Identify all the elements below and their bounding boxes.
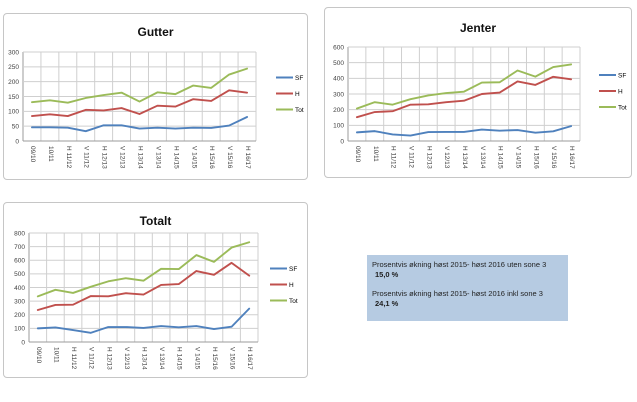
x-tick-label: 09/10 bbox=[35, 347, 42, 364]
chart-canvas: 0 100 200 300 400 500 600 700 800 09/10 10/11 H 11/… bbox=[14, 230, 298, 370]
series-line-h bbox=[36, 261, 251, 311]
legend-label-h: H bbox=[618, 89, 623, 96]
x-tick-label: H 15/16 bbox=[211, 347, 218, 370]
series-line-h bbox=[31, 89, 248, 118]
legend-label-tot: Tot bbox=[618, 105, 627, 112]
x-tick-label: 10/11 bbox=[372, 146, 379, 162]
series-line-sf bbox=[355, 125, 573, 137]
chart-jenter[interactable]: Jenter 0 100 200 300 400 500 600 09/10 10/11 H 11… bbox=[324, 7, 632, 178]
x-tick-label: V 12/13 bbox=[443, 146, 450, 169]
legend-label-tot: Tot bbox=[295, 107, 304, 114]
chart-canvas: 0 50 100 150 200 250 300 09/10 10/11 H 11/12 V 11/… bbox=[8, 49, 304, 169]
note-line-2: Prosentvis økning høst 2015- høst 2016 i… bbox=[372, 289, 543, 299]
x-tick-label: V 12/13 bbox=[119, 146, 126, 169]
x-tick-label: H 14/15 bbox=[176, 347, 183, 370]
x-tick-label: 09/10 bbox=[29, 146, 36, 163]
y-tick-label: 600 bbox=[14, 258, 25, 265]
y-tick-label: 0 bbox=[21, 339, 25, 346]
x-tick-label: H 13/14 bbox=[137, 146, 144, 169]
note-value-2: 24,1 % bbox=[375, 299, 399, 309]
y-tick-label: 150 bbox=[8, 94, 19, 101]
x-tick-label: V 14/15 bbox=[515, 146, 522, 169]
note-value-1: 15,0 % bbox=[375, 270, 399, 280]
legend-label-h: H bbox=[289, 282, 294, 289]
x-tick-label: H 13/14 bbox=[461, 146, 468, 169]
x-tick-label: 09/10 bbox=[354, 146, 361, 163]
x-tick-label: H 16/17 bbox=[244, 146, 251, 169]
legend-label-h: H bbox=[295, 91, 300, 98]
x-tick-label: H 15/16 bbox=[532, 146, 539, 169]
y-tick-label: 0 bbox=[340, 138, 344, 145]
x-tick-label: H 14/15 bbox=[497, 146, 504, 169]
x-tick-label: V 14/15 bbox=[190, 146, 197, 169]
y-tick-label: 200 bbox=[333, 107, 344, 114]
x-tick-label: 10/11 bbox=[52, 347, 59, 363]
x-tick-label: H 14/15 bbox=[172, 146, 179, 169]
series-line-tot bbox=[355, 63, 573, 110]
x-tick-label: H 16/17 bbox=[568, 146, 575, 169]
x-tick-label: V 13/14 bbox=[158, 347, 165, 370]
y-tick-label: 800 bbox=[14, 230, 25, 237]
x-tick-label: V 15/16 bbox=[550, 146, 557, 169]
legend-label-sf: SF bbox=[618, 73, 626, 80]
x-tick-label: V 11/12 bbox=[407, 146, 414, 168]
x-tick-label: V 15/16 bbox=[229, 347, 236, 370]
y-tick-label: 700 bbox=[14, 244, 25, 251]
x-tick-label: H 16/17 bbox=[246, 347, 253, 370]
chart-canvas: 0 100 200 300 400 500 600 09/10 10/11 H 11/12 V 11… bbox=[333, 44, 627, 169]
x-tick-label: V 11/12 bbox=[88, 347, 95, 369]
chart-title-jenter: Jenter bbox=[459, 21, 497, 35]
y-tick-label: 300 bbox=[333, 91, 344, 98]
x-tick-label: V 13/14 bbox=[154, 146, 161, 169]
y-tick-label: 300 bbox=[14, 298, 25, 305]
note-gap bbox=[372, 280, 564, 289]
legend-label-sf: SF bbox=[295, 75, 303, 82]
legend-label-tot: Tot bbox=[289, 298, 298, 305]
x-tick-label: H 12/13 bbox=[101, 146, 108, 169]
series-line-tot bbox=[31, 67, 248, 104]
y-tick-label: 100 bbox=[14, 326, 25, 333]
y-tick-label: 200 bbox=[8, 79, 19, 86]
x-tick-label: V 14/15 bbox=[193, 347, 200, 370]
y-tick-label: 100 bbox=[333, 123, 344, 130]
chart-title-gutter: Gutter bbox=[137, 25, 174, 39]
series-line-sf bbox=[31, 116, 248, 133]
x-tick-label: H 11/12 bbox=[65, 146, 72, 169]
legend-label-sf: SF bbox=[289, 266, 297, 273]
note-line-1: Prosentvis økning høst 2015- høst 2016 u… bbox=[372, 260, 547, 269]
x-tick-label: V 15/16 bbox=[226, 146, 233, 169]
x-tick-label: V 13/14 bbox=[479, 146, 486, 169]
y-tick-label: 200 bbox=[14, 312, 25, 319]
y-tick-label: 400 bbox=[14, 285, 25, 292]
x-tick-label: H 12/13 bbox=[105, 347, 112, 370]
y-tick-label: 400 bbox=[333, 76, 344, 83]
x-tick-label: H 11/12 bbox=[70, 347, 77, 370]
y-tick-label: 100 bbox=[8, 109, 19, 116]
x-tick-label: V 12/13 bbox=[123, 347, 130, 370]
y-tick-label: 300 bbox=[8, 49, 19, 56]
chart-totalt[interactable]: Totalt 0 100 200 300 400 500 600 700 800 09/10 10/… bbox=[3, 202, 308, 378]
y-tick-label: 250 bbox=[8, 64, 19, 71]
y-tick-label: 500 bbox=[14, 271, 25, 278]
x-tick-label: H 11/12 bbox=[390, 146, 397, 169]
series-line-h bbox=[355, 75, 573, 119]
x-tick-label: 10/11 bbox=[47, 146, 54, 162]
y-tick-label: 500 bbox=[333, 60, 344, 67]
chart-title-totalt: Totalt bbox=[139, 214, 172, 228]
x-tick-label: H 12/13 bbox=[425, 146, 432, 169]
series-line-tot bbox=[36, 241, 251, 298]
chart-gutter[interactable]: Gutter 0 50 100 150 200 250 300 09/10 10/11 H 11/… bbox=[3, 13, 308, 180]
note-box[interactable]: Prosentvis økning høst 2015- høst 2016 u… bbox=[367, 255, 568, 321]
y-tick-label: 0 bbox=[15, 138, 19, 145]
series-line-sf bbox=[36, 307, 251, 334]
x-tick-label: H 15/16 bbox=[208, 146, 215, 169]
x-tick-label: H 13/14 bbox=[141, 347, 148, 370]
y-tick-label: 50 bbox=[12, 123, 20, 130]
x-tick-label: V 11/12 bbox=[83, 146, 90, 168]
y-tick-label: 600 bbox=[333, 44, 344, 51]
